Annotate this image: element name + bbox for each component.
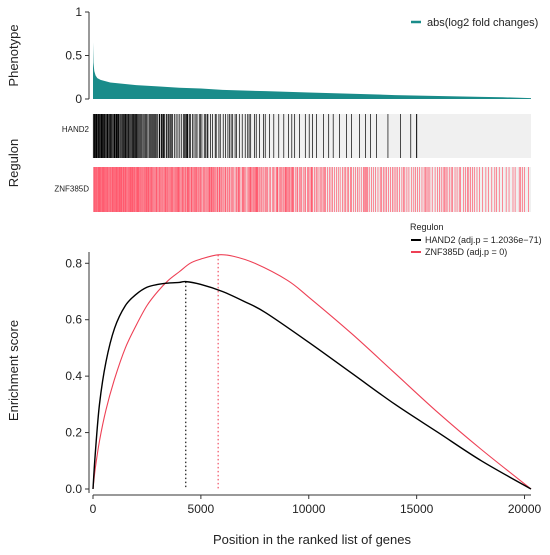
hand2-es-line (92, 280, 532, 490)
enrichment-x-tick-label: 5000 (188, 502, 215, 516)
phenotype-panel: 00.51 Phenotype abs(log2 fold changes) (6, 5, 538, 106)
phenotype-y-label: Phenotype (6, 24, 21, 86)
enrichment-x-tick-label: 0 (90, 502, 97, 516)
enrichment-x-tick-label: 10000 (292, 502, 326, 516)
znf385d-es-line (92, 254, 532, 490)
enrichment-y-ticks: 0.0 0.2 0.4 0.6 0.8 (65, 256, 89, 496)
enrichment-y-tick-label: 0.6 (65, 313, 82, 327)
enrichment-x-ticks: 0 5000 10000 15000 20000 (90, 495, 542, 516)
znf385d-row-label: ZNF385D (54, 185, 89, 194)
enrichment-y-tick-label: 0.2 (65, 426, 82, 440)
hand2-barcode-background (93, 114, 531, 158)
regulon-legend-title: Regulon (410, 222, 444, 232)
enrichment-x-tick-label: 15000 (400, 502, 434, 516)
phenotype-y-ticks: 00.51 (65, 5, 89, 106)
znf385d-barcode (93, 167, 529, 212)
enrichment-y-tick-label: 0.4 (65, 369, 82, 383)
phenotype-legend-label: abs(log2 fold changes) (427, 17, 538, 29)
regulon-y-label: Regulon (6, 139, 21, 187)
enrichment-y-tick-label: 0.0 (65, 482, 82, 496)
hand2-row-label: HAND2 (62, 125, 90, 134)
regulon-panel: HAND2 ZNF385D Regulon (6, 114, 531, 212)
enrichment-x-label: Position in the ranked list of genes (213, 532, 412, 547)
enrichment-axes (88, 252, 531, 496)
phenotype-area (93, 42, 531, 99)
enrichment-panel: 0.0 0.2 0.4 0.6 0.8 0 5000 10000 15000 20000 Enr… (6, 222, 542, 547)
enrichment-y-label: Enrichment score (6, 320, 21, 421)
hand2-legend-label: HAND2 (adj.p = 1.2036e−71) (425, 235, 542, 245)
hand2-barcode (92, 114, 418, 158)
enrichment-y-tick-label: 0.8 (65, 256, 82, 270)
znf385d-legend-label: ZNF385D (adj.p = 0) (425, 247, 507, 257)
phenotype-y-tick-label: 0.5 (65, 49, 82, 63)
phenotype-y-tick-label: 0 (75, 92, 82, 106)
enrichment-x-tick-label: 20000 (508, 502, 542, 516)
phenotype-y-tick-label: 1 (75, 5, 82, 19)
